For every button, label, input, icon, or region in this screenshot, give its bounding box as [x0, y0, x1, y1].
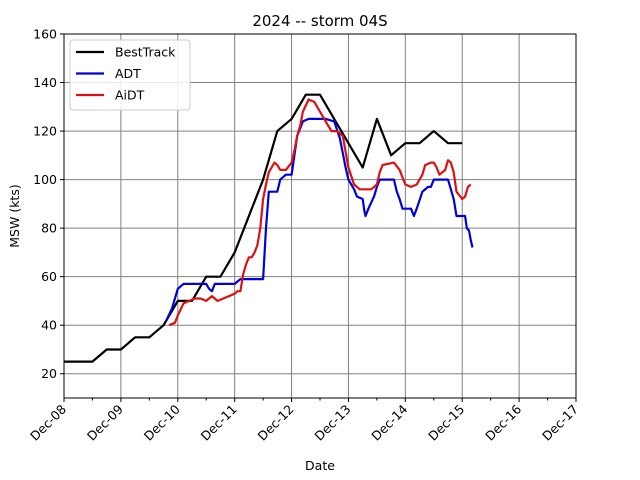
y-tick-label: 100: [33, 172, 57, 187]
legend: BestTrack ADT AiDT: [69, 39, 191, 111]
y-axis-title: MSW (kts): [7, 184, 22, 247]
y-tick-label: 160: [33, 27, 57, 42]
y-tick-label: 60: [41, 269, 57, 284]
chart-title: 2024 -- storm 04S: [252, 12, 387, 30]
y-tick-label: 40: [41, 318, 57, 333]
legend-label-besttrack: BestTrack: [115, 45, 176, 60]
y-tick-label: 120: [33, 124, 57, 139]
series-line-aidt: [168, 98, 472, 327]
series-line-adt: [165, 117, 474, 321]
y-tick-label: 80: [41, 221, 57, 236]
x-axis-title: Date: [305, 458, 335, 473]
y-tick-label: 20: [41, 366, 57, 381]
y-tick-label: 140: [33, 75, 57, 90]
legend-label-adt: ADT: [115, 66, 141, 81]
legend-box: [69, 39, 191, 111]
legend-label-aidt: AiDT: [115, 88, 145, 103]
series-line-besttrack: [64, 93, 463, 363]
series-lines: [64, 93, 474, 363]
